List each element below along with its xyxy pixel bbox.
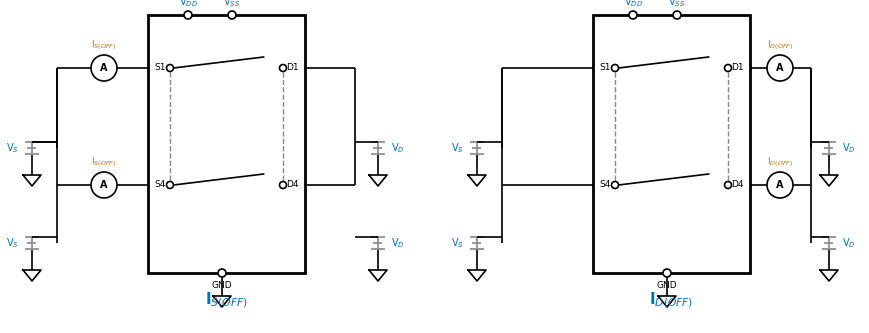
Text: D1: D1: [731, 64, 743, 73]
Circle shape: [662, 269, 670, 277]
Text: I$_{S(OFF)}$: I$_{S(OFF)}$: [91, 155, 116, 169]
Circle shape: [218, 269, 226, 277]
Circle shape: [724, 65, 731, 72]
Text: V$_{D}$: V$_{D}$: [841, 236, 855, 250]
Circle shape: [183, 11, 192, 19]
Circle shape: [91, 172, 116, 198]
Text: S1: S1: [599, 64, 610, 73]
Circle shape: [279, 65, 286, 72]
Circle shape: [228, 11, 235, 19]
Text: I$_{S(OFF)}$: I$_{S(OFF)}$: [205, 290, 248, 310]
Text: V$_{S}$: V$_{S}$: [6, 236, 19, 250]
Text: V$_{S}$: V$_{S}$: [451, 236, 463, 250]
Text: GND: GND: [656, 281, 677, 290]
Text: D4: D4: [731, 180, 743, 189]
Text: A: A: [775, 180, 783, 190]
Circle shape: [611, 65, 618, 72]
Text: A: A: [775, 63, 783, 73]
Circle shape: [724, 181, 731, 188]
Circle shape: [766, 172, 792, 198]
Text: V$_{S}$: V$_{S}$: [6, 141, 19, 155]
Text: D1: D1: [286, 64, 299, 73]
Text: V$_{SS}$: V$_{SS}$: [223, 0, 241, 9]
Circle shape: [766, 55, 792, 81]
Text: V$_{DD}$: V$_{DD}$: [623, 0, 641, 9]
Text: V$_{D}$: V$_{D}$: [390, 141, 404, 155]
Circle shape: [628, 11, 636, 19]
Text: S1: S1: [154, 64, 165, 73]
Text: V$_{D}$: V$_{D}$: [841, 141, 855, 155]
Text: V$_{SS}$: V$_{SS}$: [667, 0, 685, 9]
Circle shape: [279, 181, 286, 188]
Circle shape: [91, 55, 116, 81]
Text: I$_{S(OFF)}$: I$_{S(OFF)}$: [91, 38, 116, 52]
Text: V$_{DD}$: V$_{DD}$: [178, 0, 197, 9]
Bar: [148, 15, 305, 273]
Circle shape: [611, 181, 618, 188]
Text: I$_{D(OFF)}$: I$_{D(OFF)}$: [766, 38, 793, 52]
Text: I$_{D(OFF)}$: I$_{D(OFF)}$: [648, 290, 693, 310]
Circle shape: [166, 65, 173, 72]
Text: A: A: [100, 180, 108, 190]
Text: V$_{S}$: V$_{S}$: [451, 141, 463, 155]
Text: A: A: [100, 63, 108, 73]
Circle shape: [166, 181, 173, 188]
Text: I$_{D(OFF)}$: I$_{D(OFF)}$: [766, 155, 793, 169]
Circle shape: [673, 11, 680, 19]
Text: GND: GND: [211, 281, 232, 290]
Bar: [593, 15, 749, 273]
Text: V$_{D}$: V$_{D}$: [390, 236, 404, 250]
Text: D4: D4: [286, 180, 299, 189]
Text: S4: S4: [154, 180, 165, 189]
Text: S4: S4: [599, 180, 610, 189]
